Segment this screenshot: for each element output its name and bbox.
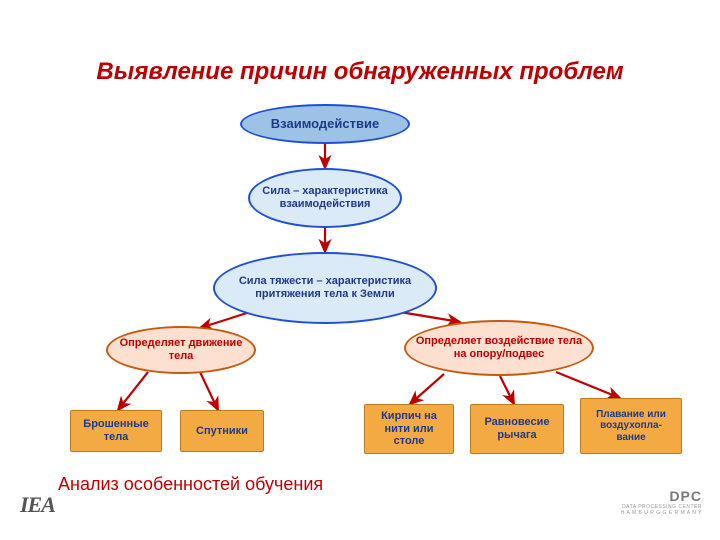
leaf-buoyancy: Плавание или воздухопла-вание xyxy=(580,398,682,454)
page-title: Выявление причин обнаруженных проблем xyxy=(0,58,720,86)
node-determines-support: Определяет воздействие тела на опору/под… xyxy=(404,320,594,376)
leaf-brick: Кирпич на нити или столе xyxy=(364,404,454,454)
node-gravity: Сила тяжести – характеристика притяжения… xyxy=(213,252,437,324)
node-label: Взаимодействие xyxy=(271,117,379,132)
logo-dpc: DPC DATA PROCESSING CENTER H A M B U R G… xyxy=(621,488,702,516)
logo-dpc-main: DPC xyxy=(621,488,702,504)
node-label: Определяет воздействие тела на опору/под… xyxy=(414,335,584,360)
leaf-satellites: Спутники xyxy=(180,410,264,452)
node-label: Брошенные тела xyxy=(79,418,153,443)
node-label: Кирпич на нити или столе xyxy=(373,410,445,448)
node-label: Сила тяжести – характеристика притяжения… xyxy=(223,275,427,300)
logo-dpc-sub2: H A M B U R G G E R M A N Y xyxy=(621,510,702,516)
node-label: Равновесие рычага xyxy=(479,416,555,441)
node-interaction: Взаимодействие xyxy=(240,104,410,144)
node-force-characteristic: Сила – характеристика взаимодействия xyxy=(248,168,402,228)
leaf-lever: Равновесие рычага xyxy=(470,404,564,454)
logo-iea: IEA xyxy=(20,492,55,518)
leaf-thrown-bodies: Брошенные тела xyxy=(70,410,162,452)
node-label: Спутники xyxy=(196,425,248,438)
node-label: Плавание или воздухопла-вание xyxy=(589,409,673,444)
footer-caption: Анализ особенностей обучения xyxy=(58,474,323,495)
node-label: Определяет движение тела xyxy=(116,337,246,362)
node-label: Сила – характеристика взаимодействия xyxy=(258,185,392,210)
node-determines-motion: Определяет движение тела xyxy=(106,326,256,374)
